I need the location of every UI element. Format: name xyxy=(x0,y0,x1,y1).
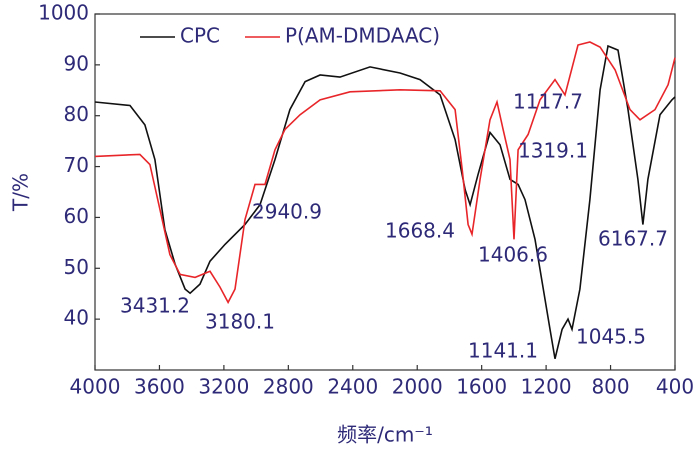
plot-frame xyxy=(94,13,676,371)
x-tick-label: 3200 xyxy=(198,375,249,399)
x-axis-label: 频率/cm⁻¹ xyxy=(337,423,433,447)
x-tick-label: 1200 xyxy=(521,375,572,399)
y-tick-label: 60 xyxy=(64,204,89,228)
y-tick-label: 70 xyxy=(64,153,89,177)
x-tick-label: 2000 xyxy=(392,375,443,399)
y-tick-label: 50 xyxy=(64,255,89,279)
legend-label: CPC xyxy=(180,24,220,48)
annotation: 2940.9 xyxy=(252,200,322,224)
y-axis-label: T/% xyxy=(9,173,33,212)
x-tick-label: 2800 xyxy=(263,375,314,399)
x-tick-label: 4000 xyxy=(70,375,121,399)
x-tick-label: 2400 xyxy=(327,375,378,399)
legend-label: P(AM-DMDAAC) xyxy=(285,24,440,48)
y-tick-label: 80 xyxy=(64,102,89,126)
series-line xyxy=(94,44,676,359)
annotation: 1319.1 xyxy=(518,139,588,163)
annotation: 3180.1 xyxy=(205,310,275,334)
y-tick-label: 1000 xyxy=(38,1,89,25)
annotation: 1045.5 xyxy=(576,325,646,349)
annotation: 1406.6 xyxy=(478,243,548,267)
series-line xyxy=(94,41,676,305)
y-tick-label: 40 xyxy=(64,306,89,330)
x-tick-label: 400 xyxy=(656,375,694,399)
annotation: 3431.2 xyxy=(120,294,190,318)
x-tick-label: 800 xyxy=(591,375,629,399)
annotation: 6167.7 xyxy=(598,227,668,251)
annotation: 1117.7 xyxy=(513,90,583,114)
y-tick-label: 90 xyxy=(64,51,89,75)
annotation: 1668.4 xyxy=(385,219,455,243)
x-tick-label: 1600 xyxy=(456,375,507,399)
x-tick-label: 3600 xyxy=(134,375,185,399)
annotation: 1141.1 xyxy=(468,339,538,363)
